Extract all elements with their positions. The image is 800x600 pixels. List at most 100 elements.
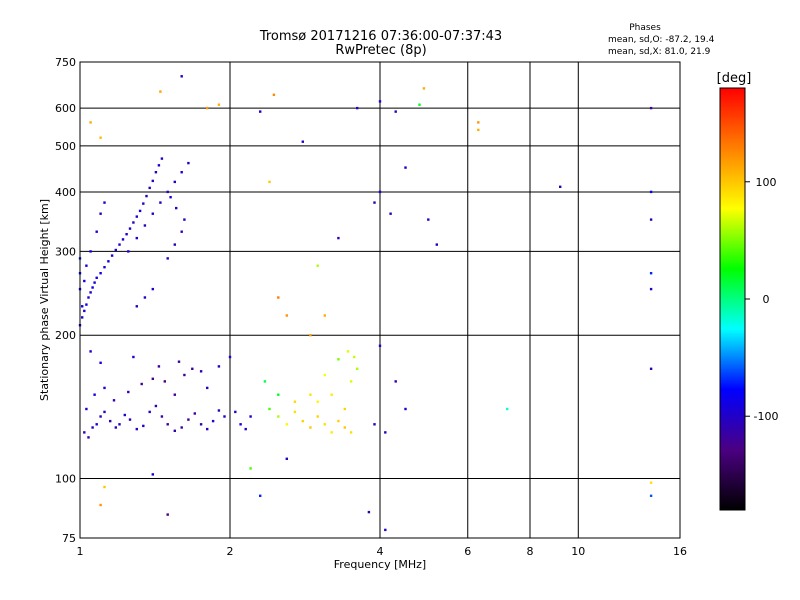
data-point <box>83 309 86 313</box>
colorbar <box>719 87 746 511</box>
data-point <box>180 171 183 174</box>
data-point <box>239 423 242 426</box>
data-point <box>99 503 102 507</box>
data-point <box>277 393 280 396</box>
data-point <box>132 355 135 359</box>
x-tick-label: 2 <box>227 545 234 558</box>
data-point <box>394 380 397 383</box>
data-point <box>160 157 164 160</box>
data-point <box>151 179 154 183</box>
x-axis-ticks: 1 2 4 6 8 10 16 <box>77 545 688 558</box>
data-point <box>81 305 84 308</box>
data-point <box>166 513 169 516</box>
stats-heading: Phases <box>629 23 661 33</box>
data-point <box>435 243 438 246</box>
data-point <box>103 485 106 489</box>
data-point <box>89 291 92 294</box>
data-point <box>285 314 288 317</box>
data-point <box>259 110 262 113</box>
chart-subtitle: RwPretec (8p) <box>335 43 426 58</box>
data-point <box>83 431 86 434</box>
data-point <box>118 243 121 246</box>
data-point <box>128 227 132 230</box>
data-point <box>384 528 387 532</box>
data-point <box>91 426 94 429</box>
data-point <box>118 423 121 426</box>
data-point <box>83 279 86 283</box>
data-point <box>404 166 407 169</box>
data-point <box>559 185 562 188</box>
data-point <box>373 201 376 204</box>
data-point <box>173 180 176 184</box>
data-point <box>211 419 215 423</box>
data-point <box>93 281 96 284</box>
data-point <box>343 426 346 429</box>
data-point <box>183 218 186 221</box>
data-point <box>268 407 271 411</box>
data-point <box>148 186 151 190</box>
data-point <box>301 140 304 143</box>
data-point <box>103 266 106 269</box>
data-point <box>309 334 312 337</box>
data-point <box>99 272 102 275</box>
data-point <box>85 264 88 267</box>
data-point <box>217 365 221 368</box>
data-point <box>389 212 392 215</box>
x-tick-label: 8 <box>527 545 534 558</box>
data-point <box>394 110 397 113</box>
data-point <box>649 190 653 194</box>
data-point <box>154 404 158 408</box>
data-point <box>316 400 319 403</box>
x-tick-label: 16 <box>673 545 687 558</box>
colorbar-tick-label: 100 <box>756 176 777 189</box>
data-point <box>127 250 130 253</box>
x-tick-label: 4 <box>377 545 384 558</box>
colorbar-tick-label: -100 <box>754 410 779 423</box>
data-point <box>199 370 203 373</box>
data-point <box>127 390 130 394</box>
data-point <box>349 431 353 434</box>
data-point <box>272 93 276 96</box>
y-tick-label: 300 <box>55 245 76 258</box>
data-point <box>160 415 164 418</box>
data-point <box>180 426 183 429</box>
data-point <box>95 230 98 233</box>
data-point <box>418 103 421 106</box>
data-point <box>337 236 340 240</box>
data-point <box>263 380 267 383</box>
y-tick-label: 75 <box>62 532 76 545</box>
data-point <box>249 467 252 470</box>
plot-grid <box>80 62 680 538</box>
y-tick-label: 600 <box>55 102 76 115</box>
data-point <box>91 286 94 289</box>
x-axis-label: Frequency [MHz] <box>334 558 426 571</box>
data-point <box>180 230 183 233</box>
data-point <box>143 224 147 227</box>
data-point <box>154 171 158 174</box>
data-point <box>151 287 154 291</box>
data-point <box>112 399 116 402</box>
data-point <box>143 296 147 299</box>
data-point <box>206 106 209 110</box>
data-point <box>323 314 326 317</box>
data-point <box>337 358 340 361</box>
data-point <box>277 415 280 418</box>
data-point <box>173 393 176 396</box>
data-point <box>157 365 161 368</box>
y-tick-label: 100 <box>55 473 76 486</box>
data-point <box>217 409 221 412</box>
data-point <box>649 367 653 370</box>
data-point <box>330 431 333 434</box>
data-point <box>301 419 304 423</box>
data-point <box>183 373 186 377</box>
data-point <box>138 209 142 213</box>
data-point <box>323 423 326 426</box>
data-point <box>125 233 128 236</box>
stats-x-line: mean, sd,X: 81.0, 21.9 <box>608 47 711 57</box>
data-point <box>356 106 359 110</box>
data-point <box>285 423 288 426</box>
data-point <box>277 296 280 299</box>
data-point <box>87 296 90 299</box>
y-tick-label: 400 <box>55 186 76 199</box>
